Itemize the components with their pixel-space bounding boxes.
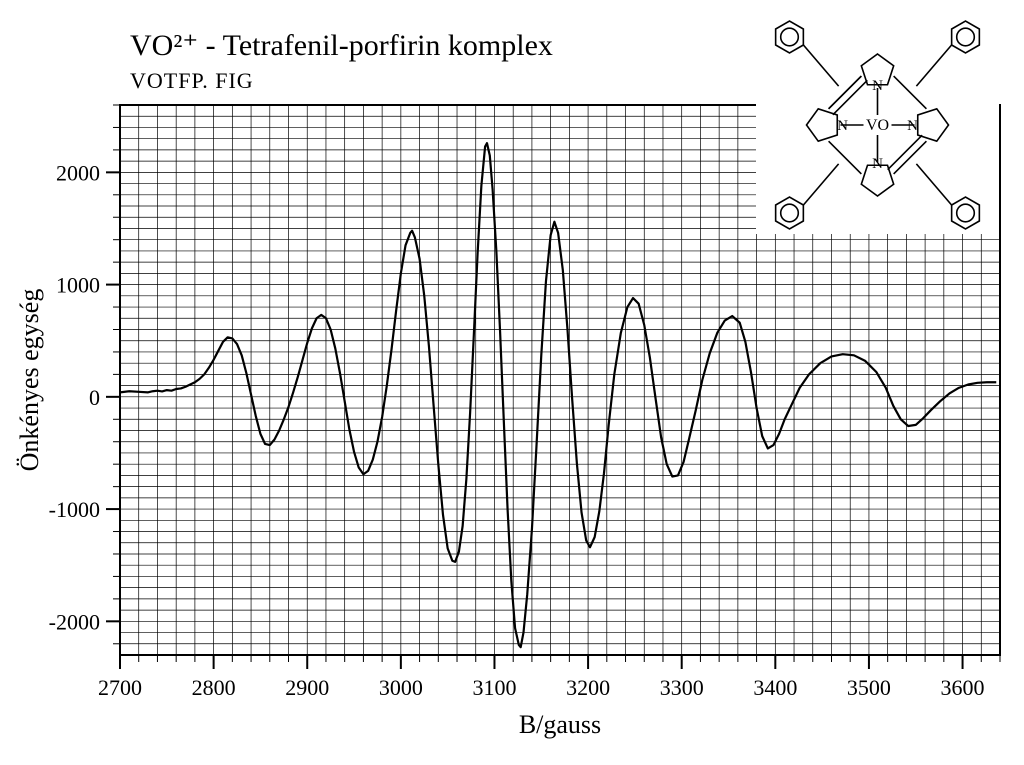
svg-text:N: N bbox=[872, 78, 883, 94]
svg-text:N: N bbox=[872, 156, 883, 172]
svg-text:VO: VO bbox=[866, 117, 889, 134]
svg-text:N: N bbox=[837, 118, 848, 134]
svg-text:N: N bbox=[907, 118, 918, 134]
molecule-svg: VO N N N N bbox=[0, 0, 1024, 765]
esr-spectrum-figure: VO²⁺ - Tetrafenil-porfirin komplex VOTFP… bbox=[0, 0, 1024, 765]
